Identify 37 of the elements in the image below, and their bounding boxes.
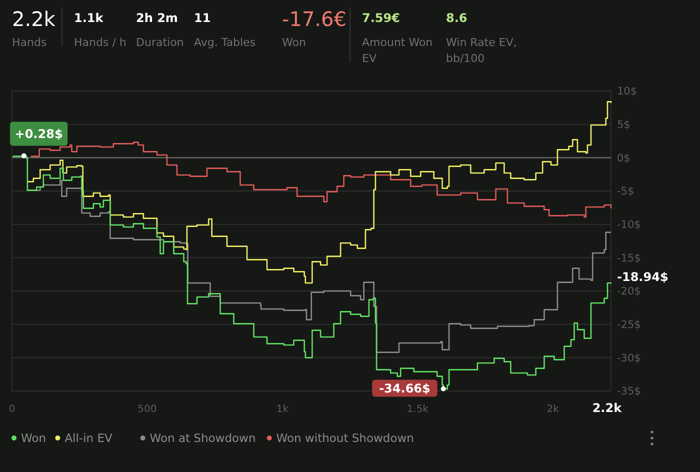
text: Amount Won EV <box>362 36 433 65</box>
text: 11 <box>194 11 211 25</box>
text: Win Rate EV, bb/100 <box>446 36 517 65</box>
y-tick-label: -20$ <box>617 286 641 298</box>
x-tick-label: 1.5k <box>406 404 429 415</box>
y-tick-label: -5$ <box>617 186 634 198</box>
y-tick-label: 5$ <box>617 119 630 132</box>
legend-label: Won at Showdown <box>150 431 256 446</box>
annotation: +0.28$ <box>14 127 63 141</box>
x-tick-label: 2k <box>546 404 560 415</box>
y-tick-label: -35$ <box>617 386 641 398</box>
text: 2.2k <box>12 7 56 31</box>
x-tick-label: 0 <box>8 404 16 415</box>
y-tick-label: -30$ <box>617 352 641 364</box>
text: 1.1k <box>74 11 104 25</box>
text: Hands / h <box>74 36 126 49</box>
text: Hands <box>12 36 47 49</box>
y-tick-label: 10$ <box>617 86 638 98</box>
x-tick-label: 500 <box>138 404 157 415</box>
legend-label: Won without Showdown <box>276 431 414 446</box>
annotation: -34.66$ <box>379 381 430 396</box>
annotation: -18.94$ <box>617 270 668 284</box>
text: 2h 2m <box>136 11 178 25</box>
x-tick-label: 1k <box>276 404 289 415</box>
legend-label: Won <box>21 431 46 446</box>
text: Won <box>282 36 306 49</box>
text: 8.6 <box>446 11 468 25</box>
text: -17.6€ <box>282 7 346 31</box>
x-tick-label: 2.2k <box>592 401 623 415</box>
y-tick-label: 0$ <box>617 152 630 164</box>
text: Avg. Tables <box>194 36 256 49</box>
y-tick-label: -25$ <box>617 319 641 332</box>
text: 7.59€ <box>362 11 400 25</box>
legend-label: All-in EV <box>64 431 113 446</box>
y-tick-label: -15$ <box>617 252 641 264</box>
y-tick-label: -10$ <box>617 219 641 232</box>
text: Duration <box>136 36 184 49</box>
